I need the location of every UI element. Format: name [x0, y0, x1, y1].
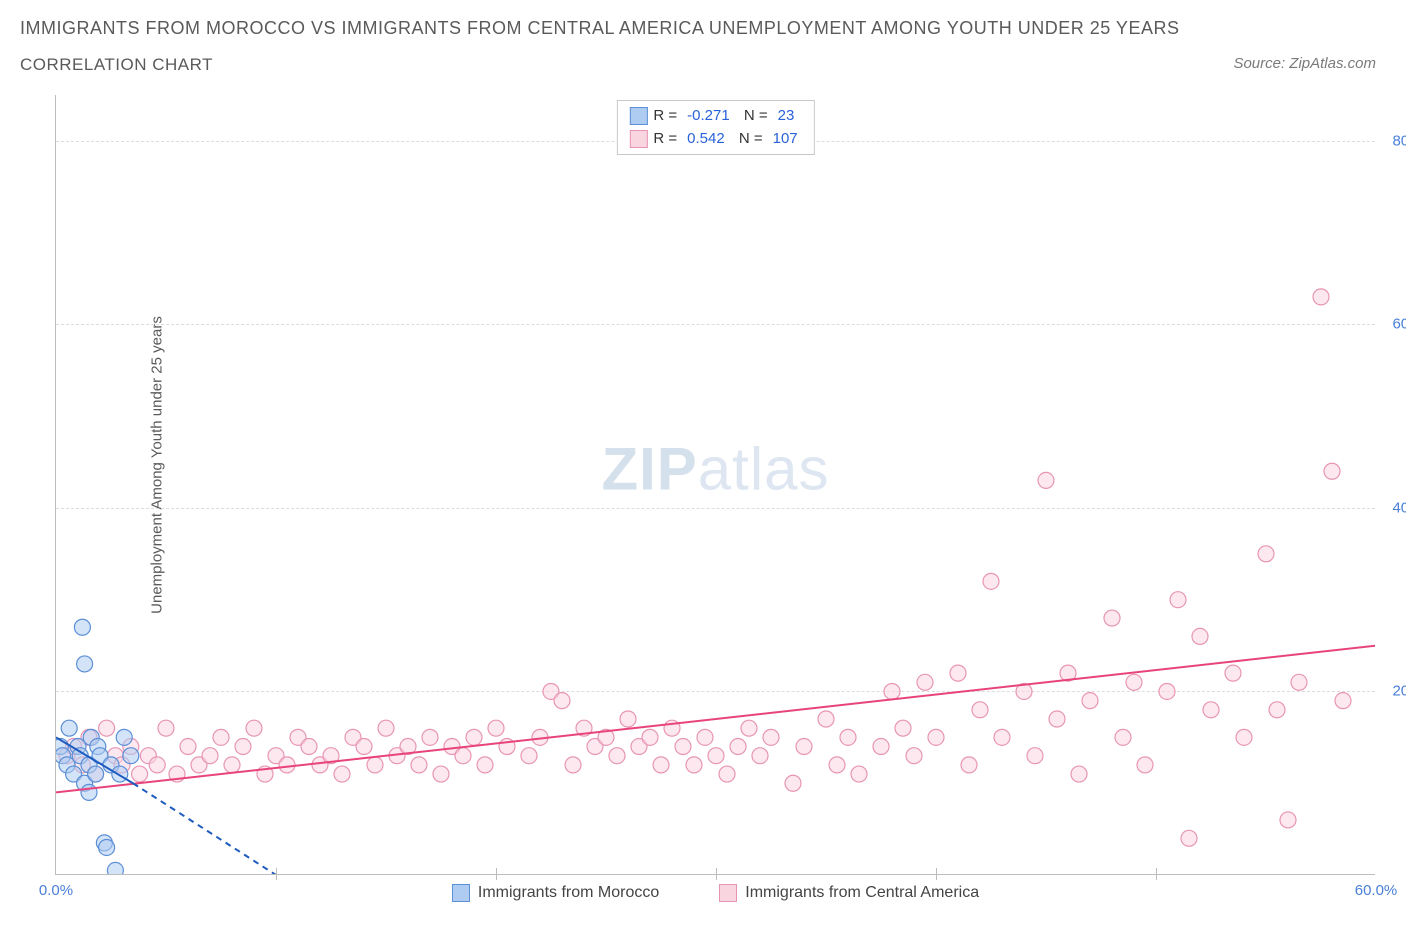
central-america-r-value: 0.542: [683, 128, 729, 151]
legend-row-central-america: R = 0.542 N = 107: [629, 128, 801, 151]
morocco-n-value: 23: [774, 105, 799, 128]
central-america-swatch-icon: [719, 884, 737, 902]
chart-title-line2: CORRELATION CHART: [20, 55, 1386, 75]
correlation-legend: R = -0.271 N = 23 R = 0.542 N = 107: [616, 100, 814, 155]
scatter-chart: ZIPatlas R = -0.271 N = 23 R = 0.542 N =…: [55, 95, 1375, 875]
y-tick-label: 80.0%: [1392, 132, 1406, 149]
morocco-r-value: -0.271: [683, 105, 734, 128]
bottom-legend-morocco: Immigrants from Morocco: [452, 884, 659, 902]
bottom-legend: Immigrants from Morocco Immigrants from …: [56, 884, 1375, 902]
x-tick-label: 60.0%: [1355, 882, 1398, 899]
legend-row-morocco: R = -0.271 N = 23: [629, 105, 801, 128]
x-tick-label: 0.0%: [39, 882, 73, 899]
plot-svg: [56, 95, 1375, 874]
morocco-swatch: [629, 107, 647, 125]
y-tick-label: 20.0%: [1392, 683, 1406, 700]
central-america-swatch: [629, 130, 647, 148]
bottom-legend-morocco-label: Immigrants from Morocco: [478, 884, 659, 902]
central-america-n-value: 107: [769, 128, 802, 151]
source-attribution: Source: ZipAtlas.com: [1233, 55, 1376, 72]
bottom-legend-central-america: Immigrants from Central America: [719, 884, 979, 902]
morocco-swatch-icon: [452, 884, 470, 902]
y-tick-label: 60.0%: [1392, 316, 1406, 333]
bottom-legend-central-america-label: Immigrants from Central America: [745, 884, 979, 902]
y-tick-label: 40.0%: [1392, 499, 1406, 516]
chart-title-line1: IMMIGRANTS FROM MOROCCO VS IMMIGRANTS FR…: [20, 18, 1386, 39]
